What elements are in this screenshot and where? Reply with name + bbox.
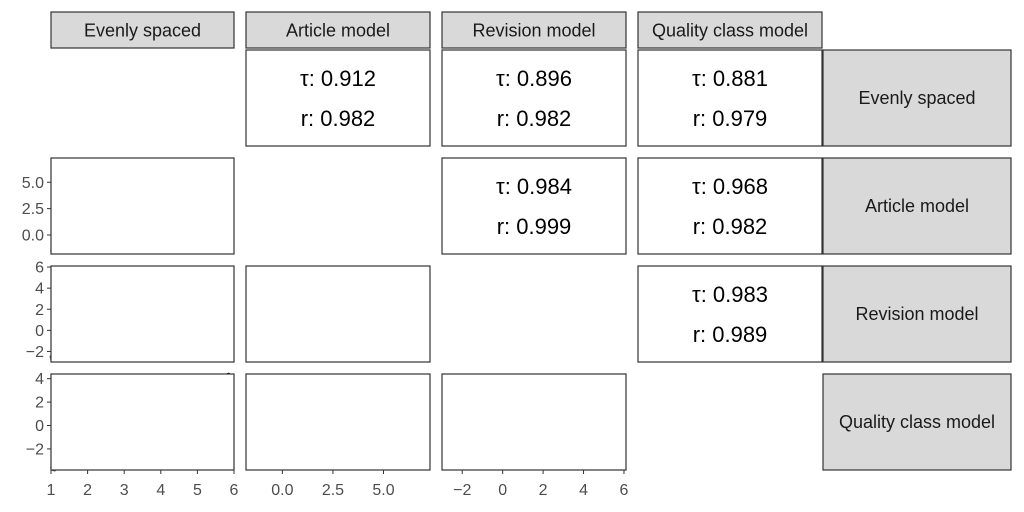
row-header-article-model: Article model xyxy=(822,157,1012,255)
panel-border xyxy=(50,265,235,363)
correlation-cell: τ: 0.912 r: 0.982 xyxy=(245,49,431,147)
y-tick-label: 6 xyxy=(35,260,44,277)
y-tick-label: 4 xyxy=(35,281,44,298)
correlation-cell: τ: 0.983 r: 0.989 xyxy=(637,265,823,363)
scatter-panel xyxy=(245,373,431,471)
column-header-label: Article model xyxy=(286,21,390,41)
tau-value-label: τ: 0.912 xyxy=(300,66,376,91)
y-axis-quality-class-model: −2 0 2 4 xyxy=(26,371,51,458)
correlation-cell: τ: 0.968 r: 0.982 xyxy=(637,157,823,255)
x-tick-label: 0 xyxy=(498,482,507,499)
correlation-box xyxy=(245,49,431,147)
row-header-label: Quality class model xyxy=(839,412,995,432)
column-header-label: Quality class model xyxy=(652,21,808,41)
column-header-label: Evenly spaced xyxy=(84,21,201,41)
y-axis-revision-model: −2 0 2 4 6 xyxy=(26,260,51,361)
x-tick-label: 5.0 xyxy=(372,482,394,499)
column-header-box xyxy=(245,11,431,49)
y-tick-label: 2 xyxy=(35,302,44,319)
x-tick-label: 5 xyxy=(193,482,202,499)
y-tick-label: 0 xyxy=(35,323,44,340)
x-tick-label: 4 xyxy=(579,482,588,499)
row-header-label: Evenly spaced xyxy=(858,88,975,108)
y-tick-label: −2 xyxy=(26,344,44,361)
tau-value-label: τ: 0.983 xyxy=(692,282,768,307)
scatter-panel xyxy=(441,373,627,471)
column-header-article-model: Article model xyxy=(245,11,431,49)
y-tick-label: 0.0 xyxy=(22,228,44,245)
column-header-box xyxy=(637,11,823,49)
row-header-label: Article model xyxy=(865,196,969,216)
x-tick-label: 6 xyxy=(230,482,239,499)
row-header-revision-model: Revision model xyxy=(822,265,1012,363)
r-value-label: r: 0.979 xyxy=(693,106,768,131)
correlation-box xyxy=(637,157,823,255)
panel-border xyxy=(245,265,431,363)
row-header-label: Revision model xyxy=(855,304,978,324)
x-tick-label: 0.0 xyxy=(271,482,293,499)
r-value-label: r: 0.989 xyxy=(693,322,768,347)
correlation-cell: τ: 0.896 r: 0.982 xyxy=(441,49,627,147)
r-value-label: r: 0.999 xyxy=(497,214,572,239)
column-header-quality-class-model: Quality class model xyxy=(637,11,823,49)
correlation-cell: τ: 0.984 r: 0.999 xyxy=(441,157,627,255)
panel-border xyxy=(245,373,431,471)
x-tick-label: 4 xyxy=(156,482,165,499)
x-tick-label: 2.5 xyxy=(322,482,344,499)
row-header-box xyxy=(822,265,1012,363)
row-header-quality-class-model: Quality class model xyxy=(822,373,1012,471)
column-header-evenly-spaced: Evenly spaced xyxy=(50,11,235,49)
tau-value-label: τ: 0.968 xyxy=(692,174,768,199)
correlation-cell: τ: 0.881 r: 0.979 xyxy=(637,49,823,147)
scatter-panel xyxy=(50,157,235,255)
y-tick-label: −2 xyxy=(26,441,44,458)
column-header-box xyxy=(441,11,627,49)
y-axis-article-model: 0.0 2.5 5.0 xyxy=(22,175,51,245)
scatter-panel xyxy=(49,265,235,363)
column-header-label: Revision model xyxy=(472,21,595,41)
panel-border xyxy=(50,373,235,471)
panel-border xyxy=(50,157,235,255)
tau-value-label: τ: 0.984 xyxy=(496,174,572,199)
correlation-box xyxy=(637,49,823,147)
y-tick-label: 2 xyxy=(35,395,44,412)
y-tick-label: 0 xyxy=(35,418,44,435)
correlation-box xyxy=(441,157,627,255)
x-tick-label: 2 xyxy=(83,482,92,499)
column-header-revision-model: Revision model xyxy=(441,11,627,49)
row-header-evenly-spaced: Evenly spaced xyxy=(822,49,1012,147)
x-axis-revision-model: −2 0 2 4 6 xyxy=(453,470,629,499)
r-value-label: r: 0.982 xyxy=(301,106,376,131)
row-header-box xyxy=(822,49,1012,147)
x-tick-label: 1 xyxy=(47,482,56,499)
x-axis-article-model: 0.0 2.5 5.0 xyxy=(271,470,395,499)
column-header-box xyxy=(50,11,235,49)
y-tick-label: 5.0 xyxy=(22,175,44,192)
x-axis-evenly-spaced: 1 2 3 4 5 6 xyxy=(47,470,239,499)
correlation-box xyxy=(441,49,627,147)
tau-value-label: τ: 0.896 xyxy=(496,66,572,91)
x-tick-label: 2 xyxy=(539,482,548,499)
panel-border xyxy=(441,373,627,471)
row-header-box xyxy=(822,157,1012,255)
y-tick-label: 2.5 xyxy=(22,201,44,218)
r-value-label: r: 0.982 xyxy=(497,106,572,131)
scatter-panel xyxy=(245,265,431,363)
scatter-panel xyxy=(50,372,235,472)
x-tick-label: 3 xyxy=(120,482,129,499)
y-tick-label: 4 xyxy=(35,371,44,388)
correlation-box xyxy=(637,265,823,363)
tau-value-label: τ: 0.881 xyxy=(692,66,768,91)
x-tick-label: −2 xyxy=(453,482,471,499)
row-header-box xyxy=(822,373,1012,471)
r-value-label: r: 0.982 xyxy=(693,214,768,239)
x-tick-label: 6 xyxy=(620,482,629,499)
